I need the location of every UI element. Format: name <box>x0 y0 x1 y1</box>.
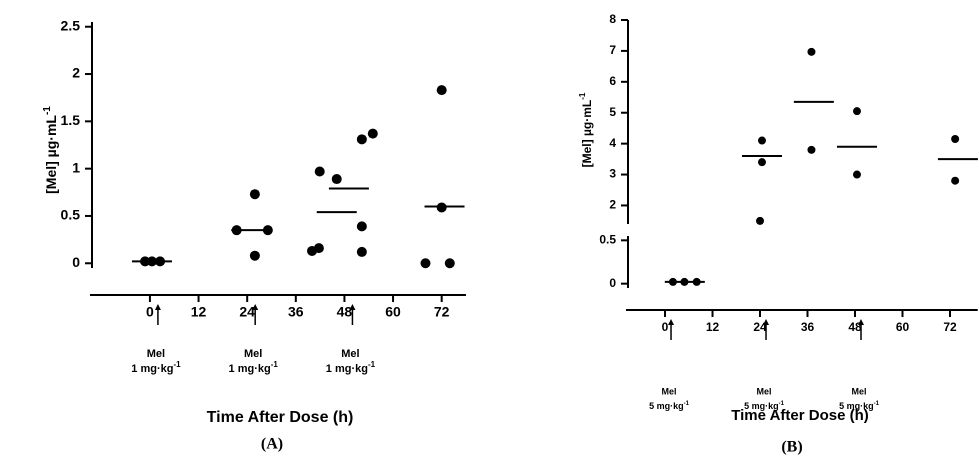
y-axis-label: [Mel] µg·mL-1 <box>578 92 594 167</box>
y-label-text: [Mel] µg·mL <box>43 115 59 194</box>
dose-label: 5 mg·kg-1 <box>744 401 785 412</box>
dose-text: 1 mg·kg <box>131 363 173 375</box>
dose-exp: -1 <box>368 360 376 369</box>
x-tick-label: 60 <box>385 304 401 320</box>
y-label-exp: -1 <box>578 92 587 100</box>
dose-text: 1 mg·kg <box>229 363 271 375</box>
y-tick-label: 0.5 <box>61 207 81 223</box>
data-point <box>436 85 447 96</box>
x-tick-label: 12 <box>191 304 207 320</box>
y-label-exp: -1 <box>42 106 53 115</box>
panel-label: (B) <box>781 439 802 456</box>
data-point <box>951 176 960 185</box>
arrow-head <box>154 304 161 310</box>
x-axis-label: Time After Dose (h) <box>207 409 354 426</box>
data-point <box>757 136 766 145</box>
dose-text: 5 mg·kg <box>649 401 684 411</box>
dose-exp: -1 <box>779 401 785 407</box>
dose-exp: -1 <box>684 401 690 407</box>
data-point <box>314 166 325 177</box>
data-point <box>951 135 960 143</box>
x-tick-label: 48 <box>337 304 353 320</box>
arrow-head <box>858 319 865 325</box>
y-tick-label: 2 <box>72 65 80 81</box>
x-tick-label: 60 <box>896 320 910 334</box>
x-tick-label: 24 <box>753 320 767 334</box>
x-tick-label: 36 <box>288 304 304 320</box>
dose-label: Mel <box>147 348 165 360</box>
x-tick-label: 72 <box>943 320 957 334</box>
x-tick-label: 36 <box>801 320 815 334</box>
arrow-head <box>252 304 259 310</box>
data-point <box>420 258 431 269</box>
dose-label: 1 mg·kg-1 <box>326 360 376 375</box>
data-point <box>356 221 367 232</box>
y-axis-label: [Mel] µg·mL-1 <box>42 106 59 194</box>
x-tick-label: 0 <box>662 320 669 334</box>
y-label-text: [Mel] µg·mL <box>580 100 594 168</box>
arrow-head <box>763 319 770 325</box>
dose-label: 1 mg·kg-1 <box>229 360 279 375</box>
dose-label: Mel <box>244 348 262 360</box>
dose-label: Mel <box>341 348 359 360</box>
y-tick-label: 1.5 <box>61 112 81 128</box>
arrow-head <box>668 319 675 325</box>
data-point <box>367 128 378 139</box>
data-point <box>249 189 260 200</box>
data-point <box>807 47 816 56</box>
y-tick-label: 2 <box>609 198 616 212</box>
x-tick-label: 24 <box>239 304 255 320</box>
dose-label: 5 mg·kg-1 <box>839 401 880 412</box>
x-tick-label: 72 <box>434 304 450 320</box>
dose-text: 1 mg·kg <box>326 363 368 375</box>
y-tick-label: 5 <box>609 105 616 119</box>
data-point <box>249 250 260 261</box>
dose-exp: -1 <box>173 360 181 369</box>
data-point <box>756 216 765 225</box>
y-tick-label: 7 <box>609 43 616 57</box>
y-tick-label: 8 <box>609 12 616 26</box>
data-point <box>852 107 861 116</box>
dose-exp: -1 <box>874 401 880 407</box>
y-tick-label: 0 <box>609 276 616 290</box>
y-tick-label: 0.5 <box>599 233 616 247</box>
panel-label: (A) <box>261 436 283 453</box>
data-point <box>852 170 861 179</box>
dose-text: 5 mg·kg <box>839 401 874 411</box>
dose-label: 5 mg·kg-1 <box>649 401 690 412</box>
dose-text: 5 mg·kg <box>744 401 779 411</box>
y-tick-label: 1 <box>72 159 80 175</box>
x-tick-label: 0 <box>146 304 154 320</box>
data-point <box>331 174 342 185</box>
dose-label: Mel <box>851 386 866 396</box>
data-point <box>356 134 367 145</box>
x-axis-label: Time After Dose (h) <box>731 407 869 424</box>
data-point <box>356 246 367 257</box>
x-tick-label: 48 <box>848 320 862 334</box>
x-tick-label: 12 <box>706 320 720 334</box>
dose-label: Mel <box>662 386 677 396</box>
data-point <box>313 243 324 254</box>
dose-exp: -1 <box>271 360 279 369</box>
dose-label: Mel <box>757 386 772 396</box>
y-tick-label: 4 <box>609 136 616 150</box>
dose-label: 1 mg·kg-1 <box>131 360 181 375</box>
y-tick-label: 0 <box>72 254 80 270</box>
y-tick-label: 2.5 <box>61 17 81 33</box>
arrow-head <box>349 304 356 310</box>
data-point <box>807 145 816 154</box>
data-point <box>444 258 455 269</box>
y-tick-label: 3 <box>609 167 616 181</box>
data-point <box>757 158 766 167</box>
y-tick-label: 6 <box>609 74 616 88</box>
